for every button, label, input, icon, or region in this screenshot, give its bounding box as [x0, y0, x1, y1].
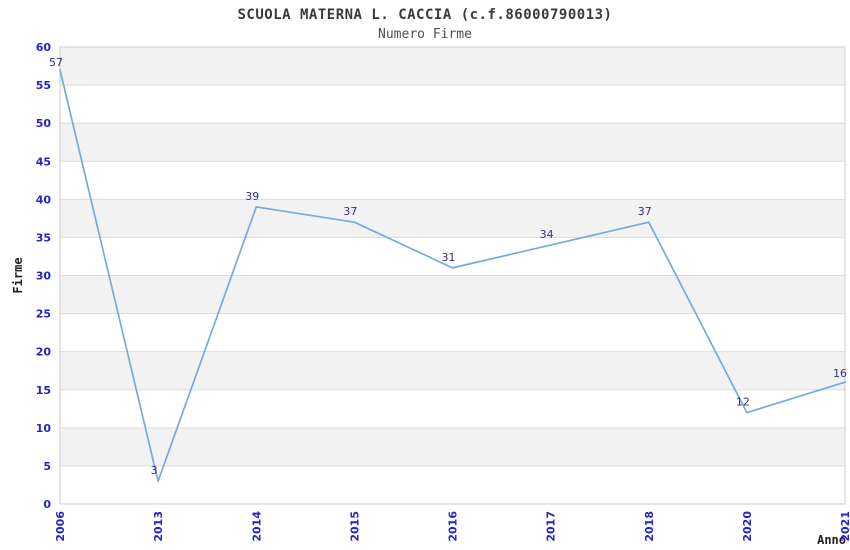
grid-band: [60, 427, 845, 466]
data-line: [59, 68, 846, 482]
y-tick-label: 35: [36, 231, 51, 244]
y-tick-label: 25: [36, 308, 51, 321]
data-point-label: 12: [736, 396, 750, 409]
data-point-label: 39: [245, 190, 259, 203]
data-point-label: 37: [343, 205, 357, 218]
data-point-label: 37: [638, 205, 652, 218]
plot-border: [59, 46, 846, 505]
x-tick-label: 2013: [152, 511, 165, 542]
y-tick-label: 40: [36, 193, 52, 206]
y-tick-label: 20: [36, 346, 52, 359]
data-point-label: 34: [540, 228, 554, 241]
y-tick-label: 50: [36, 117, 52, 130]
grid-band: [60, 47, 845, 86]
data-point-label: 57: [49, 56, 63, 69]
x-tick-label: 2016: [447, 511, 460, 542]
x-tick-label: 2018: [643, 511, 656, 542]
y-tick-label: 15: [36, 384, 51, 397]
y-tick-label: 10: [36, 422, 52, 435]
data-point-label: 3: [151, 464, 158, 477]
y-tick-label: 45: [36, 155, 51, 168]
chart-title: SCUOLA MATERNA L. CACCIA (c.f.8600079001…: [237, 7, 613, 23]
x-tick-label: 2021: [839, 511, 850, 542]
data-point-label: 16: [833, 367, 847, 380]
x-tick-label: 2006: [54, 511, 67, 542]
x-tick-label: 2014: [250, 511, 263, 542]
y-tick-label: 0: [43, 498, 51, 511]
data-point-label: 31: [442, 251, 456, 264]
x-tick-label: 2020: [741, 511, 754, 542]
grid-band: [60, 199, 845, 238]
y-tick-label: 5: [43, 460, 51, 473]
grid-band: [60, 275, 845, 314]
grid-band: [60, 351, 845, 390]
grid-band: [60, 123, 845, 162]
x-axis-title: Anno: [817, 533, 846, 547]
x-tick-label: 2017: [545, 511, 558, 542]
y-tick-label: 30: [36, 270, 52, 283]
chart-subtitle: Numero Firme: [378, 27, 472, 42]
y-axis-title: Firme: [11, 257, 25, 293]
y-tick-label: 60: [36, 41, 52, 54]
x-tick-label: 2015: [348, 511, 361, 542]
y-tick-label: 55: [36, 79, 51, 92]
